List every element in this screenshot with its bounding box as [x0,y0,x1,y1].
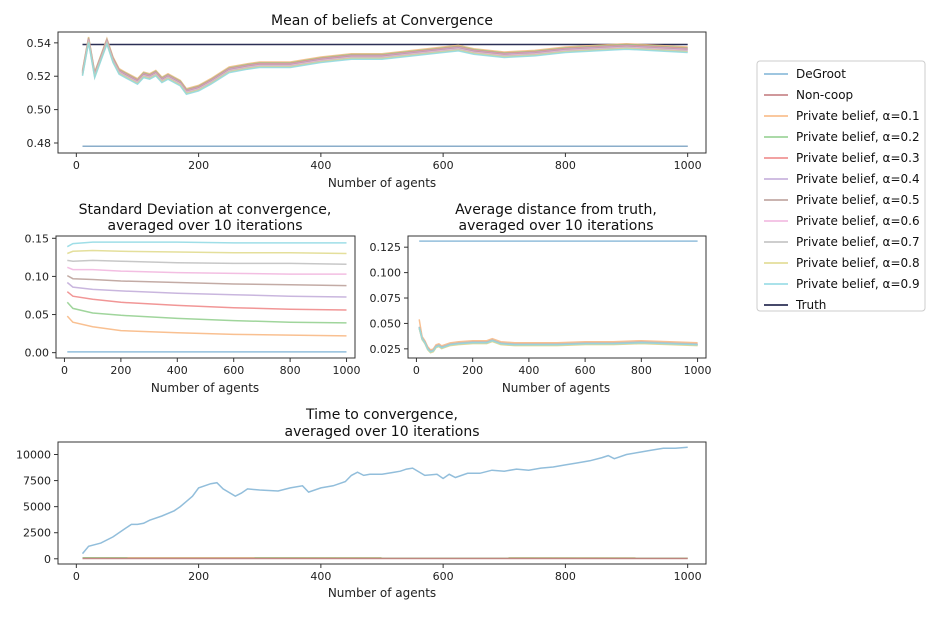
chart-std-title-line-1: averaged over 10 iterations [107,218,302,234]
mean-ytick-label: 0.50 [27,104,52,117]
time-ytick-label: 2500 [23,527,51,540]
std-series-a05 [67,276,346,286]
mean-xtick-label: 0 [73,159,80,172]
time-ytick-label: 10000 [16,449,51,462]
std-xtick-label: 0 [61,364,68,377]
dist-series-a05 [419,327,697,351]
std-ytick-label: 0.05 [25,309,50,322]
chart-time-xlabel: Number of agents [328,586,436,600]
time-xtick-label: 0 [73,570,80,583]
dist-series-a03 [419,327,697,351]
chart-dist-frame [408,236,706,358]
dist-series-a07 [419,327,697,351]
dist-xtick-label: 400 [518,364,539,377]
chart-dist-title-line-0: Average distance from truth, [455,202,657,218]
time-ytick-label: 0 [44,553,51,566]
chart-mean-xlabel: Number of agents [328,176,436,190]
std-series-a02 [67,302,346,323]
time-xtick-label: 200 [188,570,209,583]
dist-ytick-label: 0.025 [370,343,402,356]
dist-ytick-label: 0.050 [370,317,402,330]
std-ytick-label: 0.10 [25,270,50,283]
legend-label-a07: Private belief, α=0.7 [796,235,920,249]
chart-mean: Mean of beliefs at Convergence 0 200 400 60… [27,13,707,190]
legend-label-a03: Private belief, α=0.3 [796,151,920,165]
time-xtick-label: 1000 [674,570,702,583]
time-ytick-label: 5000 [23,501,51,514]
mean-xtick-label: 600 [433,159,454,172]
legend-label-a02: Private belief, α=0.2 [796,130,920,144]
mean-ytick-label: 0.52 [27,70,52,83]
legend-label-a09: Private belief, α=0.9 [796,277,920,291]
legend-label-a08: Private belief, α=0.8 [796,256,920,270]
std-xtick-label: 1000 [333,364,361,377]
dist-xtick-label: 800 [631,364,652,377]
std-series-a06 [67,267,346,274]
std-xtick-label: 200 [110,364,131,377]
chart-mean-title-line-0: Mean of beliefs at Convergence [271,13,493,29]
dist-ytick-label: 0.125 [370,241,402,254]
chart-mean-lines [83,37,688,146]
legend-label-a06: Private belief, α=0.6 [796,214,920,228]
mean-series-a05 [83,40,688,92]
mean-series-a09 [83,43,688,95]
std-series-a08 [67,251,346,254]
mean-xtick-label: 800 [555,159,576,172]
dist-xtick-label: 600 [575,364,596,377]
legend-label-Non-coop: Non-coop [796,88,853,102]
dist-xtick-label: 0 [413,364,420,377]
legend-label-a04: Private belief, α=0.4 [796,172,920,186]
time-xtick-label: 400 [310,570,331,583]
chart-time-title-line-1: averaged over 10 iterations [284,424,479,440]
chart-dist-title-line-1: averaged over 10 iterations [458,218,653,234]
chart-dist: Average distance from truth, averaged ov… [370,202,712,395]
dist-xtick-label: 200 [462,364,483,377]
chart-dist-xlabel: Number of agents [502,381,610,395]
legend-label-DeGroot: DeGroot [796,67,846,81]
legend-label-a05: Private belief, α=0.5 [796,193,920,207]
time-xtick-label: 600 [433,570,454,583]
legend-label-Truth: Truth [795,298,826,312]
chart-time-frame [58,442,706,564]
std-xtick-label: 600 [223,364,244,377]
dist-ytick-label: 0.100 [370,267,402,280]
std-ytick-label: 0.00 [25,347,50,360]
time-ytick-label: 7500 [23,475,51,488]
mean-xtick-label: 1000 [674,159,702,172]
mean-series-a07 [83,41,688,93]
std-series-a09 [67,242,346,247]
mean-ytick-label: 0.54 [27,37,52,50]
mean-xtick-label: 400 [310,159,331,172]
time-series-DeGroot [83,447,688,553]
chart-std-xlabel: Number of agents [151,381,259,395]
std-ytick-label: 0.15 [25,232,50,245]
mean-series-a06 [83,41,688,93]
dist-series-a04 [419,328,697,352]
mean-xtick-label: 200 [188,159,209,172]
mean-ytick-label: 0.48 [27,137,52,150]
std-series-a07 [67,260,346,264]
dist-xtick-label: 1000 [684,364,712,377]
dist-ytick-label: 0.075 [370,292,402,305]
std-xtick-label: 800 [280,364,301,377]
chart-time: Time to convergence, averaged over 10 it… [16,407,706,600]
dist-series-a02 [419,328,697,352]
time-xtick-label: 800 [555,570,576,583]
chart-std-title-line-0: Standard Deviation at convergence, [79,202,332,218]
chart-time-title-line-0: Time to convergence, [305,407,458,423]
dist-series-a06 [419,328,697,352]
legend: DeGroot Non-coop Private belief, α=0.1 Priv… [757,61,925,312]
dist-series-a09 [419,328,697,352]
mean-series-a04 [83,39,688,91]
mean-series-a08 [83,42,688,94]
chart-std: Standard Deviation at convergence, avera… [25,202,361,395]
legend-label-a01: Private belief, α=0.1 [796,109,920,123]
std-xtick-label: 400 [167,364,188,377]
